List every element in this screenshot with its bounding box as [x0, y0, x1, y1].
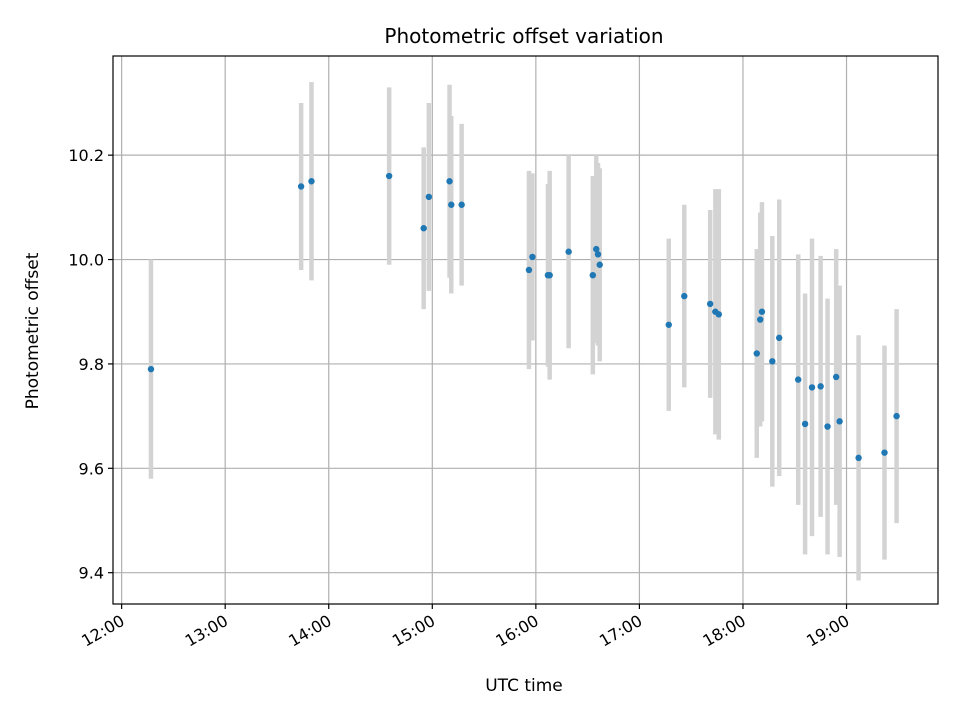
chart-title: Photometric offset variation [384, 24, 663, 48]
data-points [147, 172, 900, 462]
data-point [893, 412, 900, 420]
data-point [758, 308, 766, 315]
data-point [776, 334, 783, 342]
y-axis-label: Photometric offset [23, 252, 43, 409]
data-point [147, 365, 155, 373]
data-point [715, 311, 723, 318]
data-point [824, 423, 831, 430]
data-point [589, 272, 597, 279]
y-axis-ticks: 9.4 9.6 9.8 10.0 10.2 [68, 146, 113, 583]
x-axis-label: UTC time [485, 676, 563, 696]
data-point [832, 373, 840, 381]
data-point [525, 266, 533, 274]
data-point [425, 193, 433, 201]
data-point [308, 178, 315, 185]
y-tick-label: 9.4 [79, 564, 104, 583]
data-point [297, 183, 305, 190]
data-point [817, 383, 824, 390]
plot-area-frame [112, 55, 939, 605]
data-point [593, 245, 600, 253]
data-point [665, 321, 672, 328]
data-point [757, 316, 764, 323]
data-point [801, 420, 809, 428]
data-point [753, 350, 760, 357]
y-tick-label: 9.8 [79, 355, 104, 374]
data-point [794, 376, 802, 383]
grid-lines [113, 56, 938, 604]
y-tick-label: 9.6 [79, 459, 104, 478]
data-point [458, 201, 465, 208]
y-tick-label: 10.0 [68, 251, 104, 270]
data-point [836, 418, 843, 425]
data-point [596, 261, 603, 268]
data-point [706, 300, 714, 308]
data-point [594, 251, 602, 258]
data-point [681, 292, 688, 300]
data-point [385, 172, 393, 180]
data-point [448, 201, 455, 208]
data-point [769, 358, 776, 365]
data-point [529, 253, 536, 261]
data-point [855, 454, 862, 462]
data-point [546, 272, 553, 279]
data-point [808, 384, 816, 391]
data-point [446, 178, 453, 185]
data-point [420, 225, 427, 232]
data-point [565, 248, 572, 255]
data-point [881, 449, 888, 456]
y-tick-label: 10.2 [68, 146, 104, 165]
